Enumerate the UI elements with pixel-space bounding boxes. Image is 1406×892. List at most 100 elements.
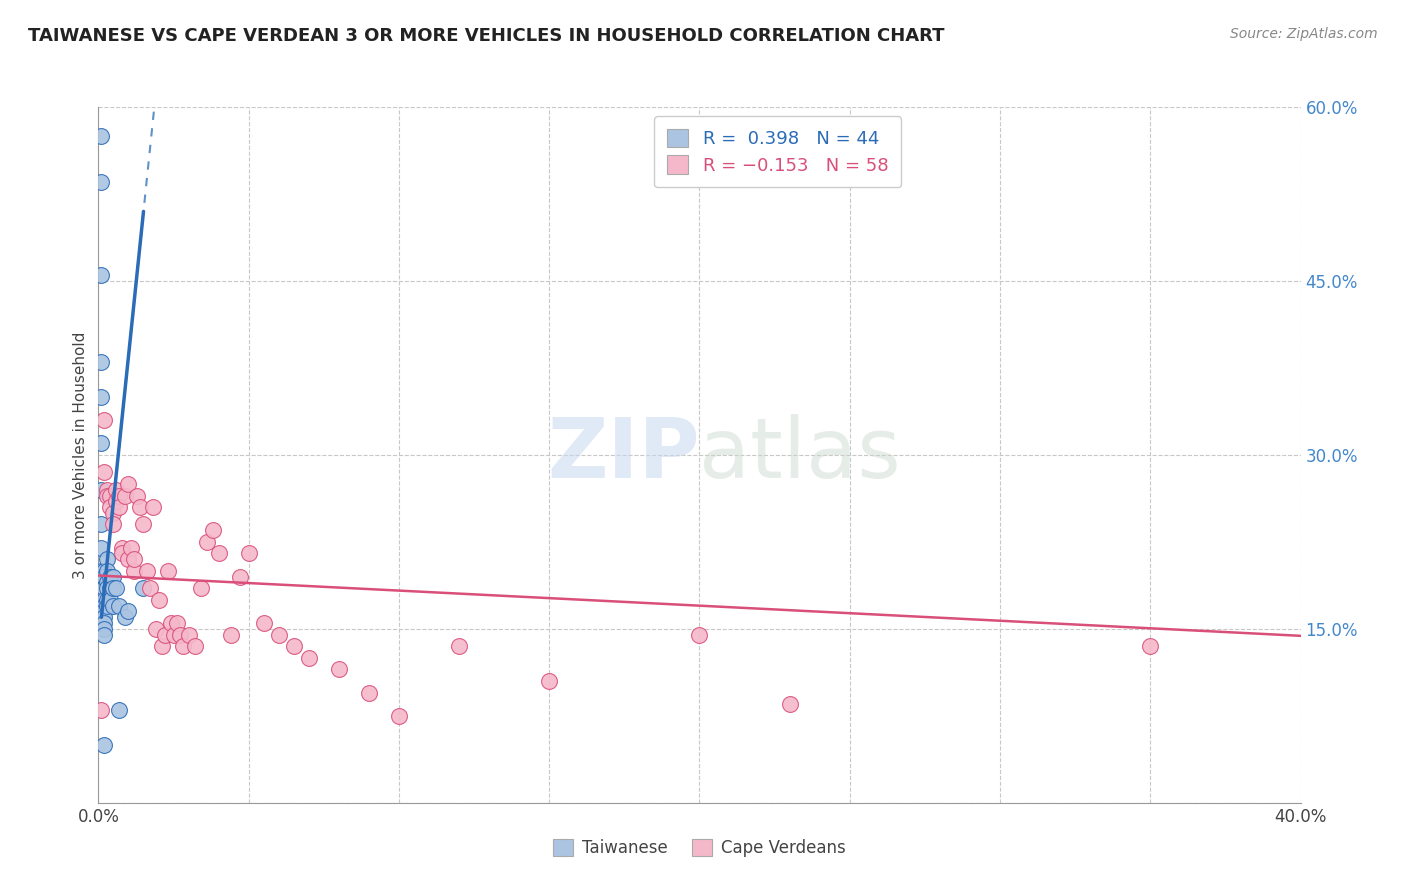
- Point: [93, 466, 115, 480]
- Point: [90, 564, 112, 578]
- Point: [111, 541, 134, 555]
- Point: [162, 628, 184, 642]
- Point: [93, 622, 115, 636]
- Point: [96, 489, 118, 503]
- Point: [159, 615, 181, 630]
- Point: [1139, 639, 1161, 653]
- Point: [138, 582, 160, 596]
- Point: [114, 610, 136, 624]
- Point: [100, 500, 122, 514]
- Point: [90, 569, 112, 583]
- Point: [153, 628, 176, 642]
- Point: [90, 703, 112, 717]
- Point: [103, 517, 125, 532]
- Point: [93, 610, 115, 624]
- Point: [108, 703, 131, 717]
- Point: [90, 599, 112, 613]
- Point: [117, 605, 139, 619]
- Point: [238, 546, 260, 561]
- Point: [114, 489, 136, 503]
- Point: [93, 564, 115, 578]
- Point: [90, 355, 112, 369]
- Point: [93, 592, 115, 607]
- Point: [447, 639, 470, 653]
- Point: [111, 546, 134, 561]
- Point: [93, 738, 115, 752]
- Point: [93, 628, 115, 642]
- Point: [779, 698, 801, 712]
- Point: [90, 175, 112, 189]
- Y-axis label: 3 or more Vehicles in Household: 3 or more Vehicles in Household: [73, 331, 89, 579]
- Point: [100, 582, 122, 596]
- Point: [208, 546, 231, 561]
- Point: [93, 582, 115, 596]
- Point: [135, 564, 157, 578]
- Point: [124, 552, 146, 566]
- Point: [538, 674, 561, 689]
- Point: [96, 483, 118, 497]
- Point: [93, 615, 115, 630]
- Point: [183, 639, 205, 653]
- Point: [283, 639, 305, 653]
- Text: atlas: atlas: [700, 415, 901, 495]
- Point: [93, 605, 115, 619]
- Point: [169, 628, 191, 642]
- Point: [177, 628, 200, 642]
- Point: [90, 605, 112, 619]
- Point: [172, 639, 194, 653]
- Text: ZIP: ZIP: [547, 415, 700, 495]
- Point: [96, 582, 118, 596]
- Point: [689, 628, 711, 642]
- Point: [228, 569, 250, 583]
- Point: [141, 500, 163, 514]
- Point: [108, 599, 131, 613]
- Point: [90, 390, 112, 404]
- Point: [117, 476, 139, 491]
- Point: [105, 483, 128, 497]
- Point: [145, 622, 167, 636]
- Point: [117, 552, 139, 566]
- Point: [90, 517, 112, 532]
- Point: [93, 599, 115, 613]
- Point: [219, 628, 242, 642]
- Point: [127, 489, 149, 503]
- Point: [90, 615, 112, 630]
- Point: [121, 541, 143, 555]
- Point: [100, 592, 122, 607]
- Point: [93, 413, 115, 427]
- Point: [129, 500, 152, 514]
- Point: [105, 582, 128, 596]
- Point: [150, 639, 173, 653]
- Point: [253, 615, 276, 630]
- Point: [190, 582, 212, 596]
- Point: [103, 599, 125, 613]
- Point: [100, 569, 122, 583]
- Point: [96, 564, 118, 578]
- Point: [96, 592, 118, 607]
- Legend: Taiwanese, Cape Verdeans: Taiwanese, Cape Verdeans: [547, 832, 852, 864]
- Text: Source: ZipAtlas.com: Source: ZipAtlas.com: [1230, 27, 1378, 41]
- Point: [103, 569, 125, 583]
- Point: [166, 615, 188, 630]
- Point: [328, 662, 350, 676]
- Point: [96, 552, 118, 566]
- Point: [195, 534, 218, 549]
- Point: [103, 506, 125, 520]
- Point: [100, 489, 122, 503]
- Text: TAIWANESE VS CAPE VERDEAN 3 OR MORE VEHICLES IN HOUSEHOLD CORRELATION CHART: TAIWANESE VS CAPE VERDEAN 3 OR MORE VEHI…: [28, 27, 945, 45]
- Point: [96, 575, 118, 590]
- Point: [108, 500, 131, 514]
- Point: [96, 599, 118, 613]
- Point: [90, 541, 112, 555]
- Point: [388, 708, 411, 723]
- Point: [148, 592, 170, 607]
- Point: [105, 494, 128, 508]
- Point: [90, 582, 112, 596]
- Point: [357, 685, 380, 699]
- Point: [108, 489, 131, 503]
- Point: [90, 436, 112, 450]
- Point: [93, 569, 115, 583]
- Point: [132, 517, 155, 532]
- Point: [90, 483, 112, 497]
- Point: [201, 523, 224, 537]
